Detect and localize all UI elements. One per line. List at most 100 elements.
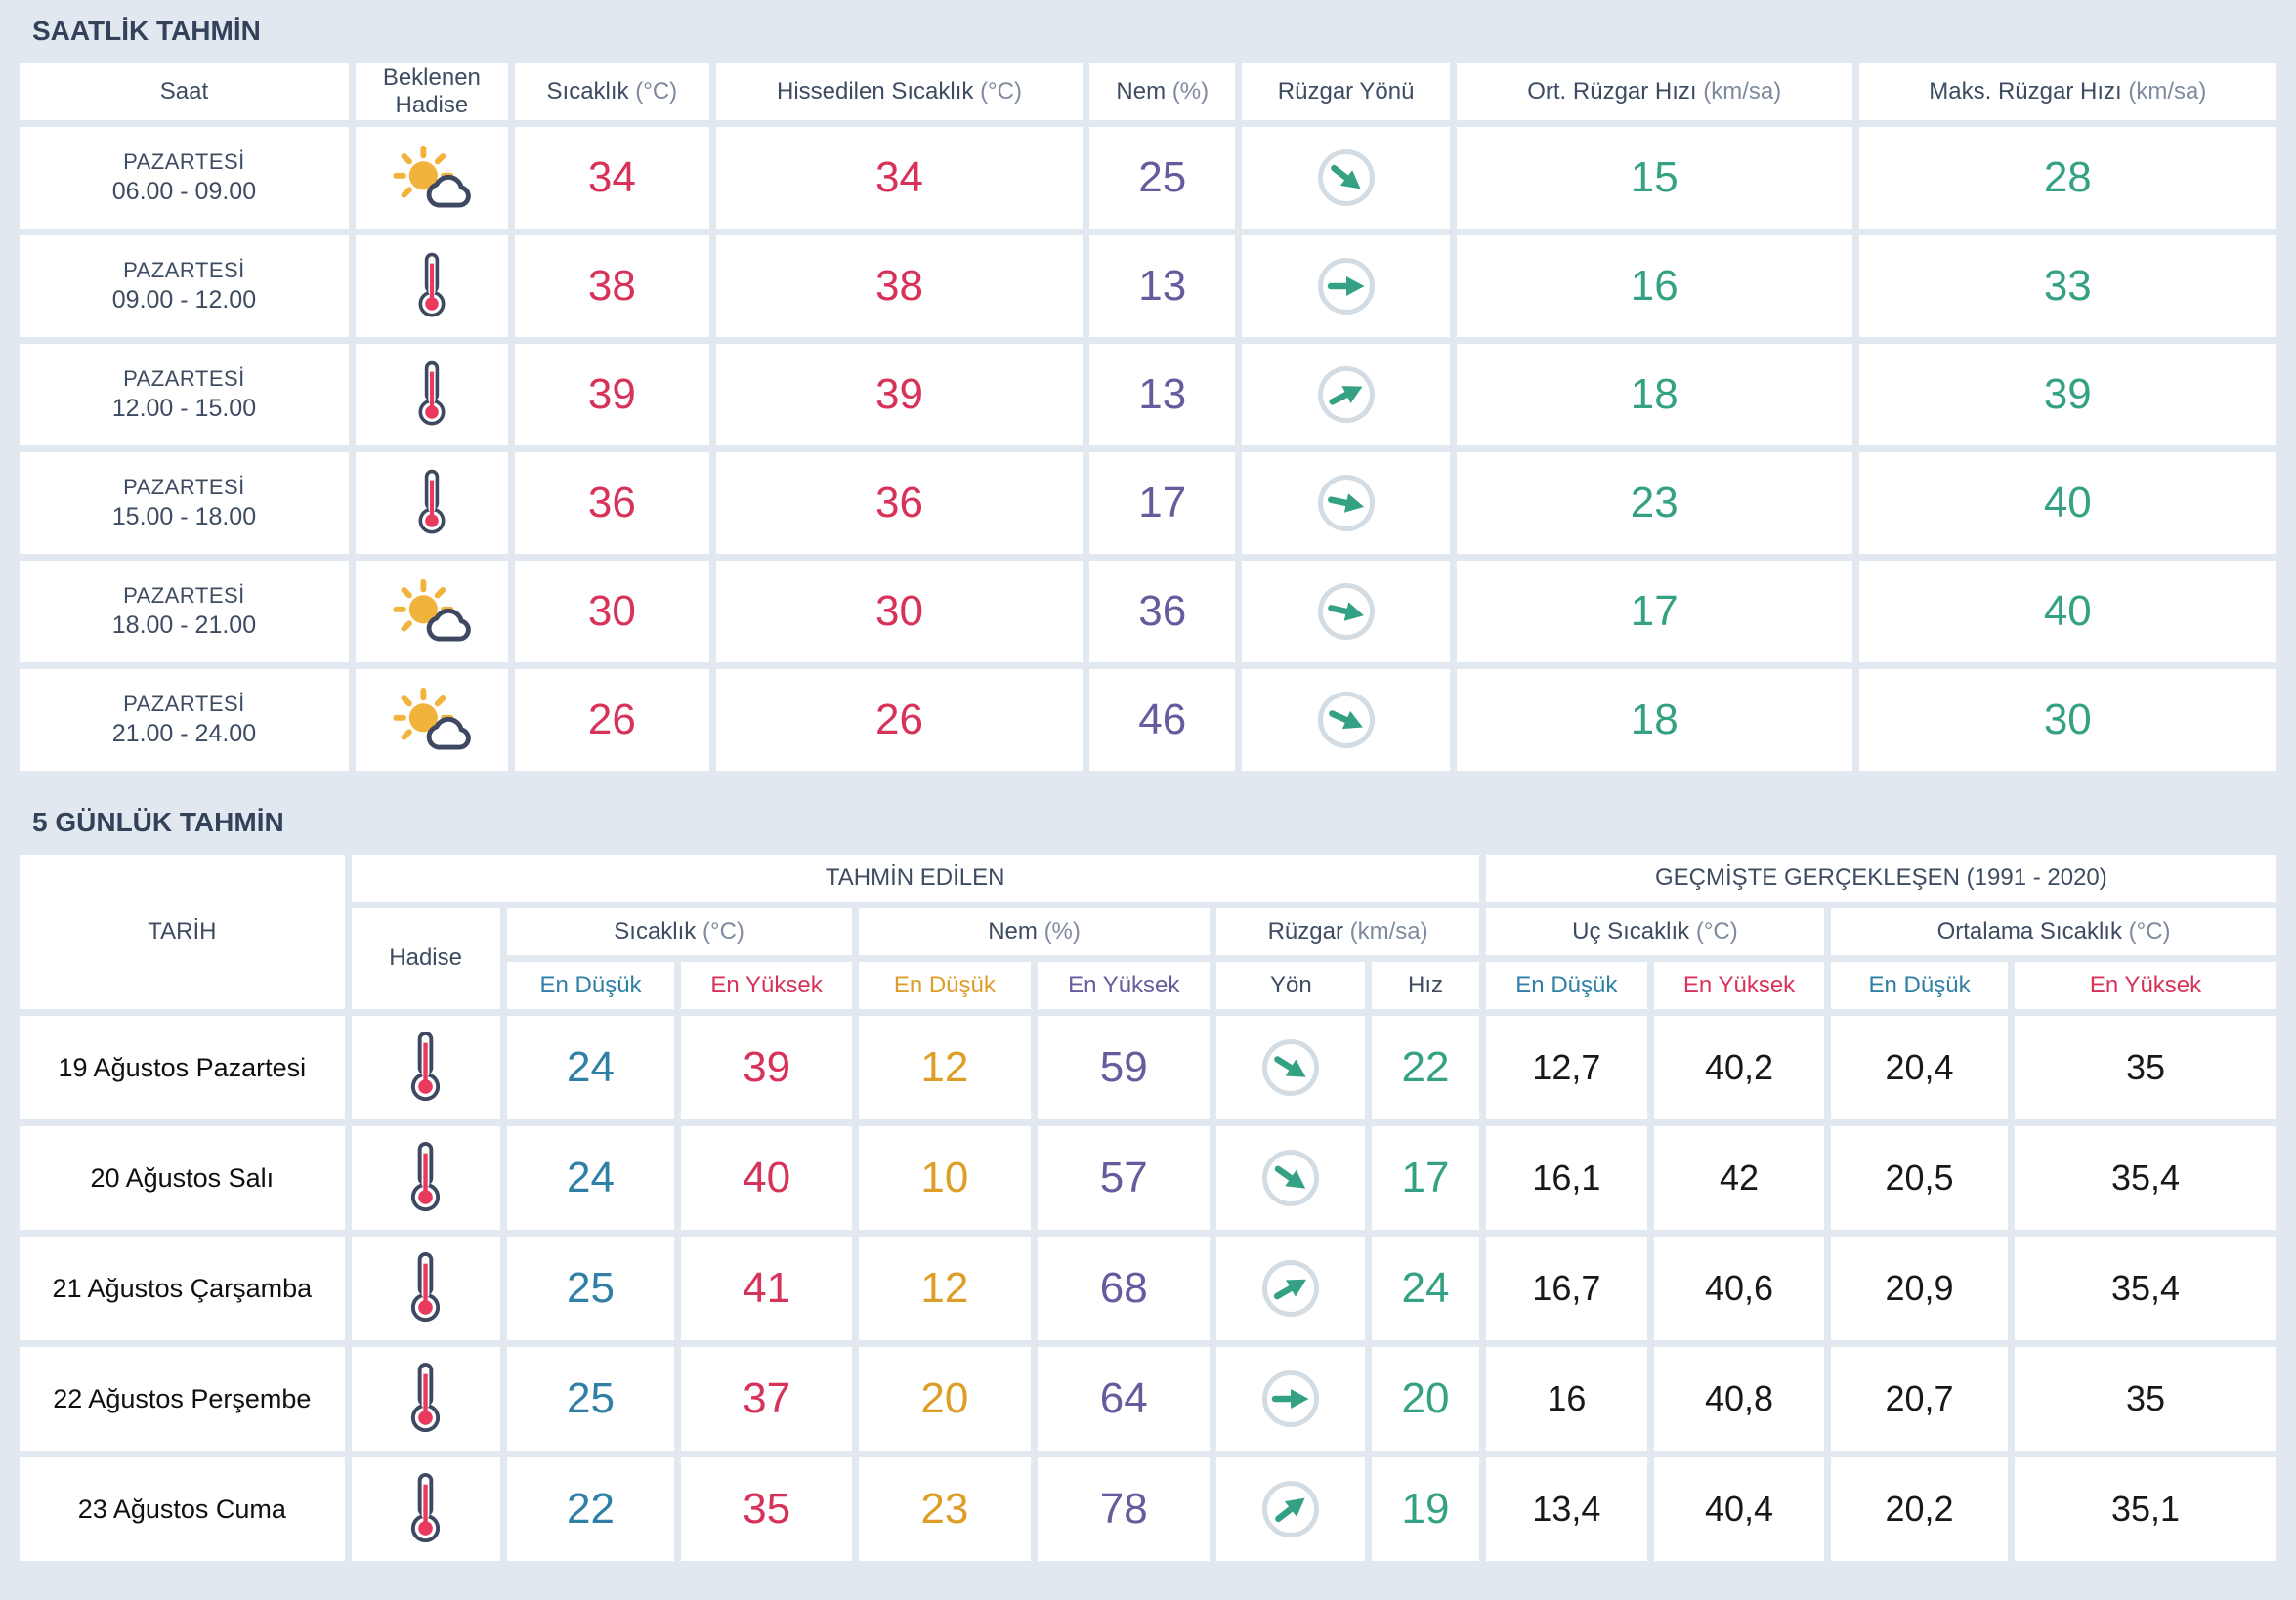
wind-direction-icon [1308, 574, 1383, 650]
avg-wind-speed-value: 23 [1456, 452, 1852, 554]
col-header-wind-direction: Rüzgar Yönü [1242, 63, 1450, 120]
event-cell [351, 1457, 500, 1561]
wind-direction-cell [1242, 561, 1450, 662]
avg-wind-speed-value: 17 [1456, 561, 1852, 662]
group-header-historical: GEÇMİŞTE GERÇEKLEŞEN (1991 - 2020) [1485, 855, 2276, 902]
hourly-header-row: Saat Beklenen Hadise Sıcaklık (°C) Hisse… [20, 63, 2276, 120]
partly-cloudy-icon [392, 577, 472, 646]
humidity-min-value: 23 [858, 1457, 1032, 1561]
event-cell [351, 1237, 500, 1340]
wind-direction-cell [1242, 235, 1450, 337]
daily-row: 22 Ağustos Perşembe 25 37 20 64 20 16 40… [20, 1347, 2276, 1451]
thermometer-icon [411, 1362, 441, 1433]
wind-direction-icon [1309, 466, 1383, 540]
max-wind-speed-value: 30 [1858, 669, 2276, 771]
hourly-row: PAZARTESİ 21.00 - 24.00 26 26 46 18 30 [20, 669, 2276, 771]
time-cell: PAZARTESİ 12.00 - 15.00 [20, 344, 349, 445]
extreme-max-value: 40,4 [1653, 1457, 1825, 1561]
temp-max-value: 40 [681, 1126, 852, 1230]
daily-header-row-categories: Hadise Sıcaklık (°C) Nem (%) Rüzgar (km/… [20, 908, 2276, 1009]
extreme-min-value: 16,7 [1485, 1237, 1647, 1340]
day-label: PAZARTESİ [123, 149, 245, 174]
hourly-section-title: SAATLİK TAHMİN [32, 16, 261, 46]
temperature-value: 26 [514, 669, 709, 771]
col-header-date: TARİH [20, 855, 345, 1009]
wind-direction-icon [1315, 255, 1378, 317]
col-header-hum-min: En Düşük [858, 962, 1032, 1009]
col-header-max-wind: Maks. Rüzgar Hızı (km/sa) [1858, 63, 2276, 120]
temp-min-value: 24 [506, 1016, 675, 1119]
humidity-value: 46 [1089, 669, 1236, 771]
temperature-value: 39 [514, 344, 709, 445]
average-max-value: 35,4 [2014, 1237, 2276, 1340]
day-label: PAZARTESİ [123, 692, 245, 716]
time-range: 06.00 - 09.00 [111, 178, 257, 205]
col-header-wind-speed: Hız [1372, 962, 1479, 1009]
wind-direction-cell [1216, 1347, 1366, 1451]
hourly-row: PAZARTESİ 15.00 - 18.00 36 36 17 23 40 [20, 452, 2276, 554]
humidity-value: 17 [1089, 452, 1236, 554]
average-max-value: 35,4 [2014, 1126, 2276, 1230]
wind-direction-icon [1302, 134, 1390, 222]
wind-direction-cell [1242, 452, 1450, 554]
feels-like-value: 36 [715, 452, 1084, 554]
thermometer-icon [418, 252, 446, 317]
event-cell [355, 452, 508, 554]
thermometer-icon [411, 1031, 441, 1102]
wind-speed-value: 24 [1372, 1237, 1479, 1340]
time-range: 18.00 - 21.00 [111, 611, 257, 639]
wind-direction-cell [1216, 1126, 1366, 1230]
group-header-average-temp: Ortalama Sıcaklık (°C) [1831, 908, 2276, 955]
hourly-forecast-table: Saat Beklenen Hadise Sıcaklık (°C) Hisse… [13, 57, 2283, 778]
partly-cloudy-icon [392, 144, 472, 212]
extreme-max-value: 40,2 [1653, 1016, 1825, 1119]
col-header-ext-min: En Düşük [1485, 962, 1647, 1009]
col-header-wind-dir: Yön [1216, 962, 1366, 1009]
humidity-max-value: 68 [1038, 1237, 1211, 1340]
wind-direction-cell [1242, 344, 1450, 445]
day-label: PAZARTESİ [123, 583, 245, 608]
time-cell: PAZARTESİ 06.00 - 09.00 [20, 127, 349, 229]
daily-row: 20 Ağustos Salı 24 40 10 57 17 16,1 42 2… [20, 1126, 2276, 1230]
extreme-min-value: 13,4 [1485, 1457, 1647, 1561]
average-min-value: 20,4 [1831, 1016, 2008, 1119]
humidity-value: 13 [1089, 235, 1236, 337]
temperature-value: 30 [514, 561, 709, 662]
event-cell [351, 1126, 500, 1230]
feels-like-value: 38 [715, 235, 1084, 337]
humidity-max-value: 57 [1038, 1126, 1211, 1230]
avg-wind-speed-value: 18 [1456, 344, 1852, 445]
col-header-event: Beklenen Hadise [355, 63, 508, 120]
col-header-event: Hadise [351, 908, 500, 1009]
humidity-value: 13 [1089, 344, 1236, 445]
daily-header-row-groups: TARİH TAHMİN EDİLEN GEÇMİŞTE GERÇEKLEŞEN… [20, 855, 2276, 1009]
wind-direction-icon [1247, 1465, 1335, 1553]
thermometer-icon [411, 1141, 441, 1212]
hourly-row: PAZARTESİ 06.00 - 09.00 34 34 25 15 28 [20, 127, 2276, 229]
col-header-avg-wind: Ort. Rüzgar Hızı (km/sa) [1456, 63, 1852, 120]
time-cell: PAZARTESİ 18.00 - 21.00 [20, 561, 349, 662]
daily-forecast-table: TARİH TAHMİN EDİLEN GEÇMİŞTE GERÇEKLEŞEN… [13, 848, 2283, 1568]
average-max-value: 35 [2014, 1347, 2276, 1451]
max-wind-speed-value: 28 [1858, 127, 2276, 229]
hourly-row: PAZARTESİ 09.00 - 12.00 38 38 13 16 33 [20, 235, 2276, 337]
daily-row: 21 Ağustos Çarşamba 25 41 12 68 24 16,7 … [20, 1237, 2276, 1340]
average-max-value: 35 [2014, 1016, 2276, 1119]
extreme-min-value: 16 [1485, 1347, 1647, 1451]
temperature-value: 38 [514, 235, 709, 337]
wind-direction-icon [1248, 1134, 1335, 1221]
avg-wind-speed-value: 18 [1456, 669, 1852, 771]
col-header-avg-max: En Yüksek [2014, 962, 2276, 1009]
col-header-temp-max: En Yüksek [681, 962, 852, 1009]
group-header-humidity: Nem (%) [858, 908, 1211, 955]
time-range: 09.00 - 12.00 [111, 286, 257, 314]
temperature-value: 36 [514, 452, 709, 554]
average-max-value: 35,1 [2014, 1457, 2276, 1561]
humidity-min-value: 12 [858, 1016, 1032, 1119]
daily-row: 19 Ağustos Pazartesi 24 39 12 59 22 12,7… [20, 1016, 2276, 1119]
avg-wind-speed-value: 16 [1456, 235, 1852, 337]
event-cell [355, 127, 508, 229]
col-header-temp: Sıcaklık (°C) [514, 63, 709, 120]
max-wind-speed-value: 39 [1858, 344, 2276, 445]
average-min-value: 20,7 [1831, 1347, 2008, 1451]
